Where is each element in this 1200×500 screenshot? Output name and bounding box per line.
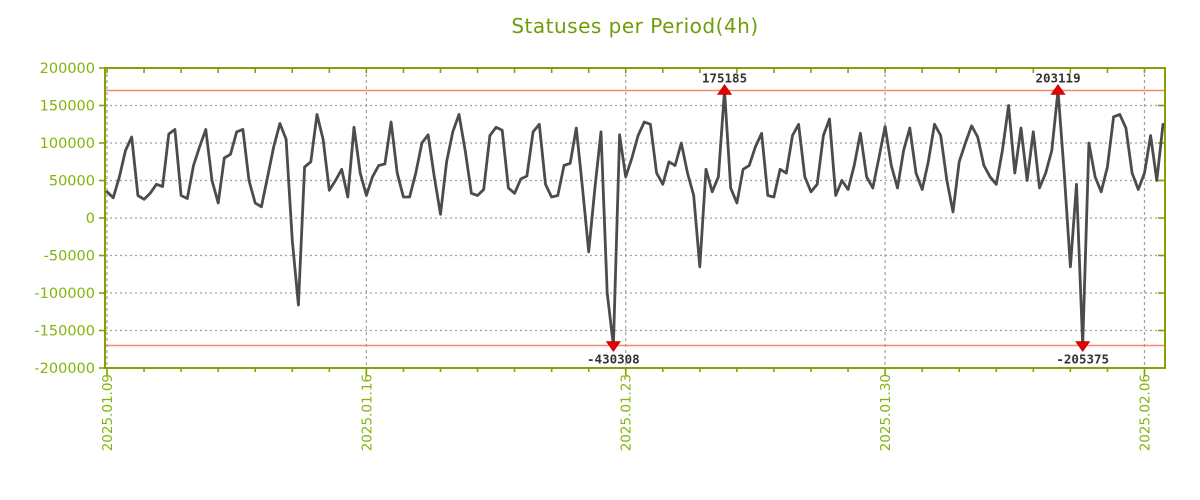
x-tick-label: 2025.01.30	[878, 374, 894, 451]
series-line	[105, 89, 1165, 347]
x-tick-label: 2025.01.16	[359, 374, 375, 451]
extreme-marker	[716, 83, 733, 95]
chart-title: Statuses per Period(4h)	[511, 14, 759, 38]
y-tick-label: -100000	[34, 286, 95, 302]
extreme-marker	[1050, 83, 1066, 95]
extreme-value-label: 175185	[702, 71, 747, 86]
y-tick-label: 50000	[49, 174, 95, 190]
y-tick-label: -200000	[34, 361, 95, 377]
extreme-value-label: -430308	[587, 352, 640, 367]
y-tick-label: 200000	[40, 61, 95, 77]
y-tick-label: 100000	[40, 136, 95, 152]
y-tick-label: -50000	[44, 249, 95, 265]
extreme-value-label: -205375	[1056, 352, 1109, 367]
extreme-value-label: 203119	[1035, 71, 1080, 86]
extreme-marker	[1075, 341, 1091, 353]
x-tick-label: 2025.02.06	[1137, 374, 1153, 451]
y-tick-label: -150000	[34, 324, 95, 340]
y-tick-label: 150000	[40, 99, 95, 115]
y-tick-label: 0	[86, 211, 95, 227]
x-tick-label: 2025.01.09	[100, 374, 116, 451]
x-tick-label: 2025.01.23	[619, 374, 635, 451]
extreme-marker	[605, 341, 621, 353]
